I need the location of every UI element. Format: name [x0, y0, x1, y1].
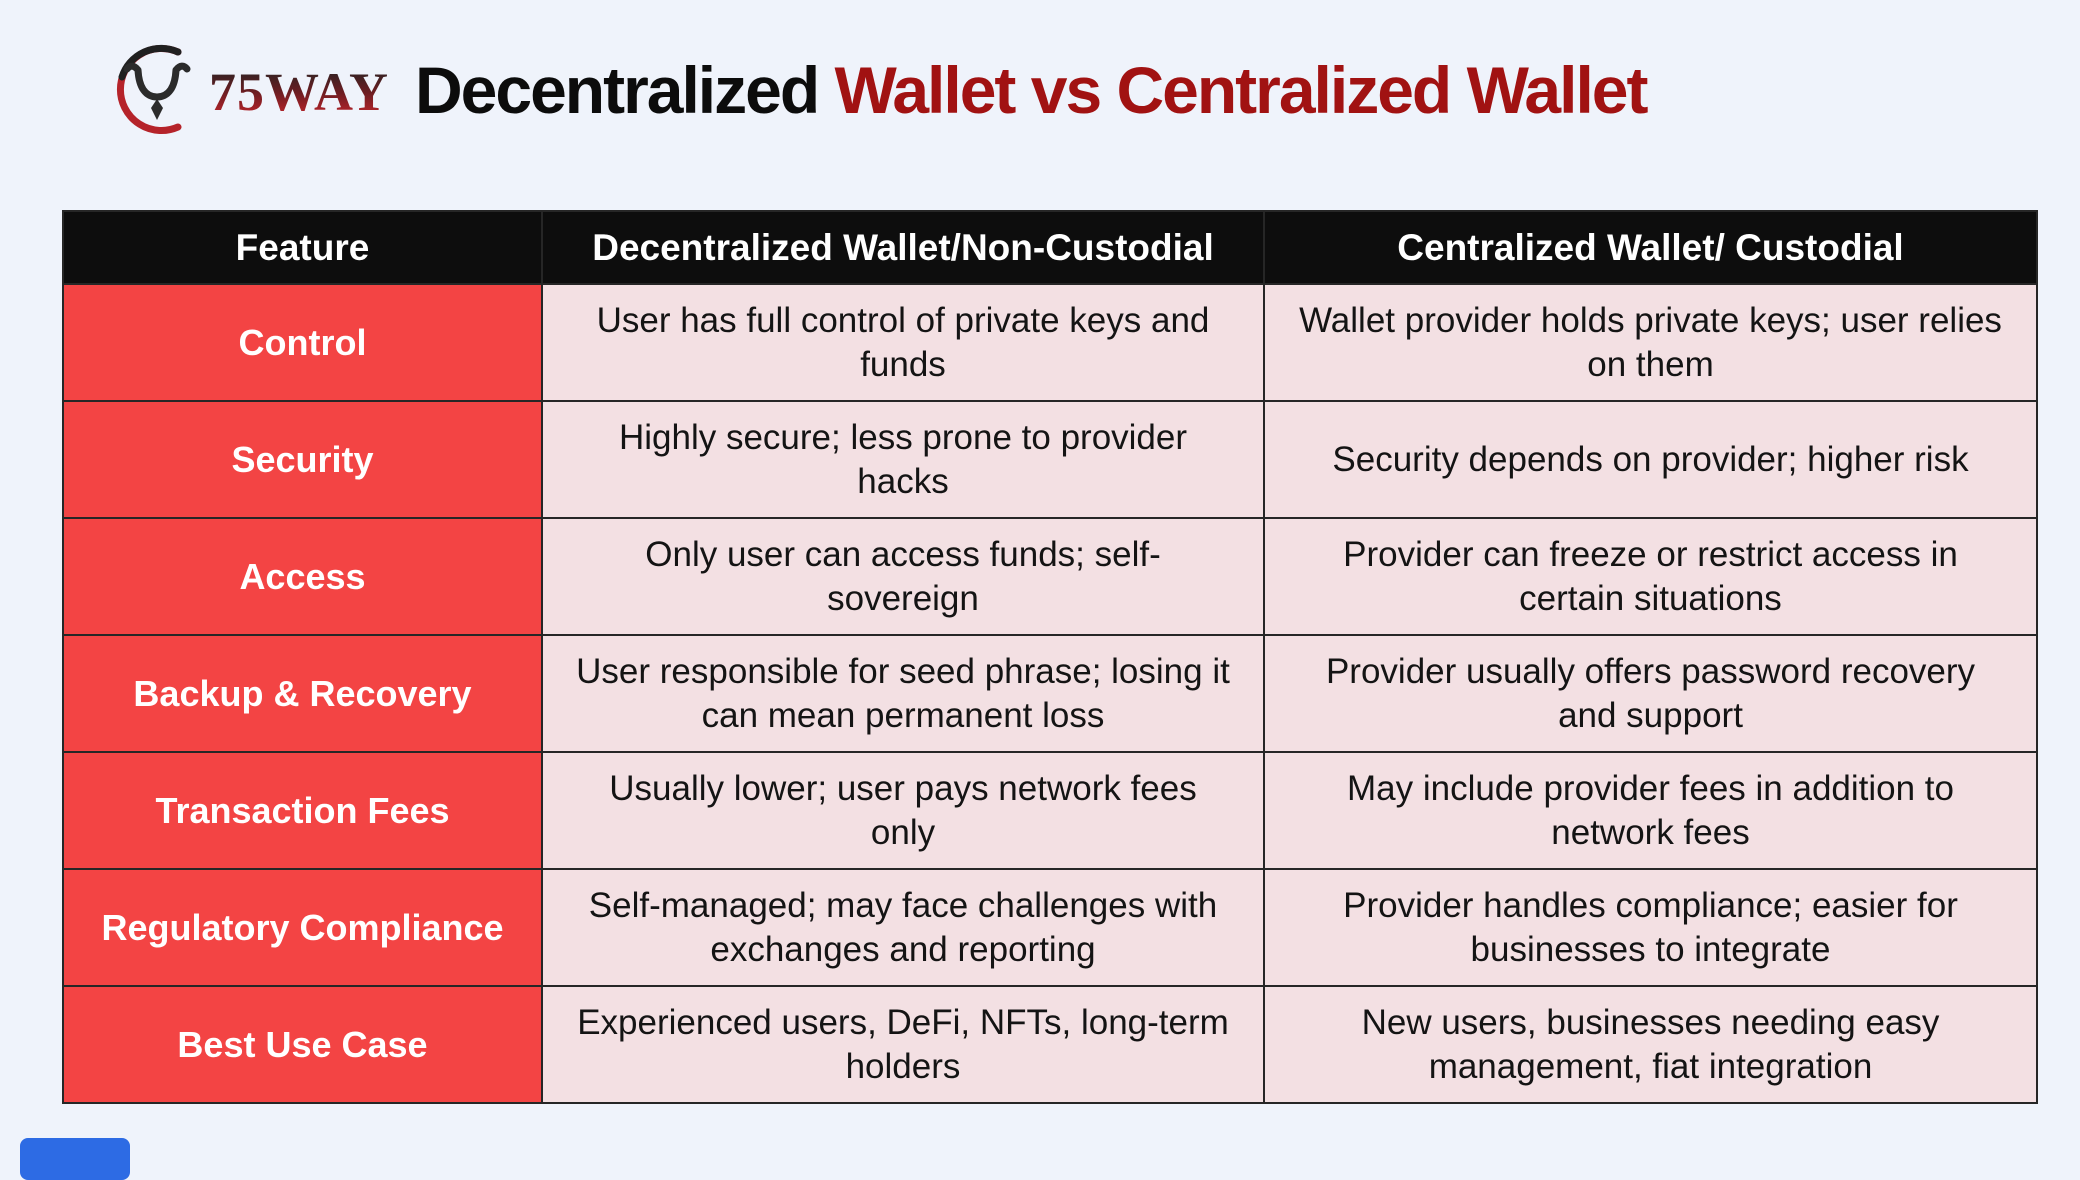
table-row: Best Use Case Experienced users, DeFi, N…: [62, 985, 2038, 1104]
decentralized-cell: Experienced users, DeFi, NFTs, long-term…: [541, 985, 1265, 1104]
decentralized-cell: User responsible for seed phrase; losing…: [541, 634, 1265, 753]
decorative-corner-shape: [20, 1138, 130, 1180]
feature-cell: Best Use Case: [62, 985, 543, 1104]
centralized-cell: Wallet provider holds private keys; user…: [1263, 283, 2038, 402]
table-row: Security Highly secure; less prone to pr…: [62, 400, 2038, 519]
title-red-part: Wallet vs Centralized Wallet: [834, 53, 1649, 127]
feature-cell: Transaction Fees: [62, 751, 543, 870]
centralized-cell: Provider usually offers password recover…: [1263, 634, 2038, 753]
table-row: Transaction Fees Usually lower; user pay…: [62, 751, 2038, 870]
header-row: Feature Decentralized Wallet/Non-Custodi…: [62, 210, 2038, 285]
table-row: Access Only user can access funds; self-…: [62, 517, 2038, 636]
centralized-cell: May include provider fees in addition to…: [1263, 751, 2038, 870]
centralized-cell: Provider can freeze or restrict access i…: [1263, 517, 2038, 636]
decentralized-cell: Highly secure; less prone to provider ha…: [541, 400, 1265, 519]
feature-cell: Security: [62, 400, 543, 519]
table-row: Regulatory Compliance Self-managed; may …: [62, 868, 2038, 987]
header-centralized: Centralized Wallet/ Custodial: [1263, 210, 2038, 285]
centralized-cell: Security depends on provider; higher ris…: [1263, 400, 2038, 519]
page-title: Decentralized Wallet vs Centralized Wall…: [415, 52, 1649, 128]
header-feature: Feature: [62, 210, 543, 285]
decentralized-cell: Usually lower; user pays network fees on…: [541, 751, 1265, 870]
decentralized-cell: Self-managed; may face challenges with e…: [541, 868, 1265, 987]
comparison-table: Feature Decentralized Wallet/Non-Custodi…: [62, 210, 2038, 1104]
company-logo: 75WAY: [110, 42, 389, 142]
bull-circle-logo-icon: [110, 42, 205, 142]
table-row: Backup & Recovery User responsible for s…: [62, 634, 2038, 753]
feature-cell: Access: [62, 517, 543, 636]
decentralized-cell: Only user can access funds; self-soverei…: [541, 517, 1265, 636]
feature-cell: Backup & Recovery: [62, 634, 543, 753]
feature-cell: Regulatory Compliance: [62, 868, 543, 987]
header-decentralized: Decentralized Wallet/Non-Custodial: [541, 210, 1265, 285]
title-black-part: Decentralized: [415, 53, 835, 127]
table-row: Control User has full control of private…: [62, 283, 2038, 402]
table-header: Feature Decentralized Wallet/Non-Custodi…: [62, 210, 2038, 285]
logo-wordmark: 75WAY: [209, 62, 390, 122]
centralized-cell: New users, businesses needing easy manag…: [1263, 985, 2038, 1104]
decentralized-cell: User has full control of private keys an…: [541, 283, 1265, 402]
centralized-cell: Provider handles compliance; easier for …: [1263, 868, 2038, 987]
feature-cell: Control: [62, 283, 543, 402]
table-body: Control User has full control of private…: [62, 283, 2038, 1104]
